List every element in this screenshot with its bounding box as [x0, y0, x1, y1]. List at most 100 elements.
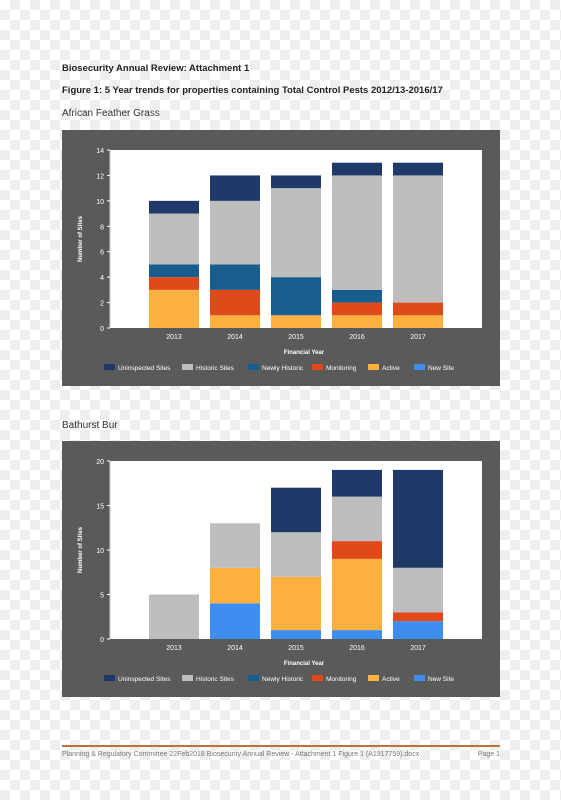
legend-swatch-newly-historic	[248, 364, 259, 370]
bar-2016-monitoring	[332, 302, 382, 316]
section-title-african-feather-grass: African Feather Grass	[62, 108, 160, 119]
bar-2015-uninspected-sites	[271, 175, 321, 189]
bar-2017-monitoring	[393, 612, 443, 622]
bar-2015-active	[271, 576, 321, 631]
legend-label-newly-historic: Newly Historic	[262, 676, 304, 683]
bar-2016-uninspected-sites	[332, 162, 382, 176]
bar-2015-new-site	[271, 630, 321, 639]
bar-2014-new-site	[210, 603, 260, 639]
bar-2016-monitoring	[332, 541, 382, 559]
y-tick-label-10: 10	[96, 548, 104, 555]
bar-2017-new-site	[393, 621, 443, 639]
bar-2016-newly-historic	[332, 289, 382, 303]
bar-2017-uninspected-sites	[393, 162, 443, 176]
legend-label-historic-sites: Historic Sites	[196, 365, 235, 372]
x-tick-label-2014: 2014	[227, 334, 243, 341]
y-axis-label: Number of Sites	[78, 215, 84, 262]
bar-2016-active	[332, 558, 382, 631]
legend-label-active: Active	[382, 365, 400, 372]
x-tick-label-2013: 2013	[166, 645, 182, 652]
y-axis-label: Number of Sites	[78, 526, 84, 573]
bar-2016-active	[332, 315, 382, 328]
legend-swatch-uninspected-sites	[104, 675, 115, 681]
x-tick-label-2017: 2017	[410, 334, 426, 341]
y-tick-label-8: 8	[100, 224, 104, 231]
x-tick-label-2014: 2014	[227, 645, 243, 652]
legend-swatch-newly-historic	[248, 675, 259, 681]
bar-2015-historic-sites	[271, 532, 321, 577]
y-tick-label-0: 0	[100, 326, 104, 333]
bar-2017-uninspected-sites	[393, 469, 443, 568]
bar-2017-historic-sites	[393, 567, 443, 613]
chart-panel-african-feather-grass: 0 2 4 6 8 10 12 14 Number of Sites 2013 2014 2015 20…	[62, 130, 500, 386]
y-tick-label-15: 15	[96, 504, 104, 511]
bar-2014-monitoring	[210, 289, 260, 316]
chart-bathurst-bur: 0 5 10 15 20 Number of Sites 2013 2014 2015 2016 2…	[78, 459, 482, 683]
legend-label-new-site: New Site	[428, 676, 454, 683]
bar-2016-historic-sites	[332, 496, 382, 542]
y-tick-label-2: 2	[100, 301, 104, 308]
chart-african-feather-grass: 0 2 4 6 8 10 12 14 Number of Sites 2013 2014 2015 20…	[78, 148, 482, 372]
chart-panel-bathurst-bur: 0 5 10 15 20 Number of Sites 2013 2014 2015 2016 2…	[62, 441, 500, 697]
bar-2015-uninspected-sites	[271, 487, 321, 533]
bar-2013-active	[149, 289, 199, 328]
legend-label-active: Active	[382, 676, 400, 683]
bar-2013-newly-historic	[149, 264, 199, 278]
legend-label-monitoring: Monitoring	[326, 676, 357, 683]
y-tick-label-4: 4	[100, 275, 104, 282]
x-tick-label-2013: 2013	[166, 334, 182, 341]
y-tick-label-12: 12	[96, 173, 104, 180]
bar-2017-monitoring	[393, 302, 443, 316]
bar-2016-new-site	[332, 630, 382, 639]
bar-2017-historic-sites	[393, 175, 443, 303]
y-tick-label-20: 20	[96, 459, 104, 466]
y-tick-label-6: 6	[100, 250, 104, 257]
bar-2014-active	[210, 315, 260, 328]
bar-2015-newly-historic	[271, 277, 321, 316]
y-tick-label-5: 5	[100, 593, 104, 600]
legend-swatch-monitoring	[312, 675, 323, 681]
section-title-bathurst-bur: Bathurst Bur	[62, 420, 118, 431]
legend-swatch-historic-sites	[182, 675, 193, 681]
legend-swatch-monitoring	[312, 364, 323, 370]
bar-2013-uninspected-sites	[149, 200, 199, 214]
legend-label-uninspected-sites: Uninspected Sites	[118, 365, 171, 372]
y-tick-label-14: 14	[96, 148, 104, 155]
legend-swatch-uninspected-sites	[104, 364, 115, 370]
bar-2014-historic-sites	[210, 200, 260, 265]
bar-2013-historic-sites	[149, 594, 199, 639]
legend-swatch-active	[368, 364, 379, 370]
y-tick-label-10: 10	[96, 199, 104, 206]
bar-2016-uninspected-sites	[332, 469, 382, 497]
legend-swatch-new-site	[414, 364, 425, 370]
x-tick-label-2016: 2016	[349, 645, 365, 652]
document-title: Biosecurity Annual Review: Attachment 1	[62, 63, 250, 74]
legend-label-uninspected-sites: Uninspected Sites	[118, 676, 171, 683]
x-axis-label: Financial Year	[284, 350, 325, 356]
footer-page-number: Page 1	[477, 751, 500, 758]
x-tick-label-2017: 2017	[410, 645, 426, 652]
legend-swatch-new-site	[414, 675, 425, 681]
x-tick-label-2015: 2015	[288, 334, 304, 341]
x-tick-label-2015: 2015	[288, 645, 304, 652]
legend-label-newly-historic: Newly Historic	[262, 365, 304, 372]
bar-2016-historic-sites	[332, 175, 382, 290]
bar-2014-historic-sites	[210, 523, 260, 568]
legend-swatch-active	[368, 675, 379, 681]
bar-2015-active	[271, 315, 321, 328]
bar-2015-historic-sites	[271, 188, 321, 278]
footer-document-name: Planning & Regulatory Committee 22Feb201…	[62, 751, 420, 758]
bar-2013-historic-sites	[149, 213, 199, 265]
legend-label-historic-sites: Historic Sites	[196, 676, 235, 683]
x-tick-label-2016: 2016	[349, 334, 365, 341]
y-tick-label-0: 0	[100, 637, 104, 644]
legend-label-monitoring: Monitoring	[326, 365, 357, 372]
footer-divider	[62, 745, 500, 747]
bar-2017-active	[393, 315, 443, 328]
legend-swatch-historic-sites	[182, 364, 193, 370]
bar-2014-active	[210, 567, 260, 604]
bar-2014-uninspected-sites	[210, 175, 260, 201]
legend-label-new-site: New Site	[428, 365, 454, 372]
x-axis-label: Financial Year	[284, 661, 325, 667]
bar-2013-monitoring	[149, 277, 199, 290]
